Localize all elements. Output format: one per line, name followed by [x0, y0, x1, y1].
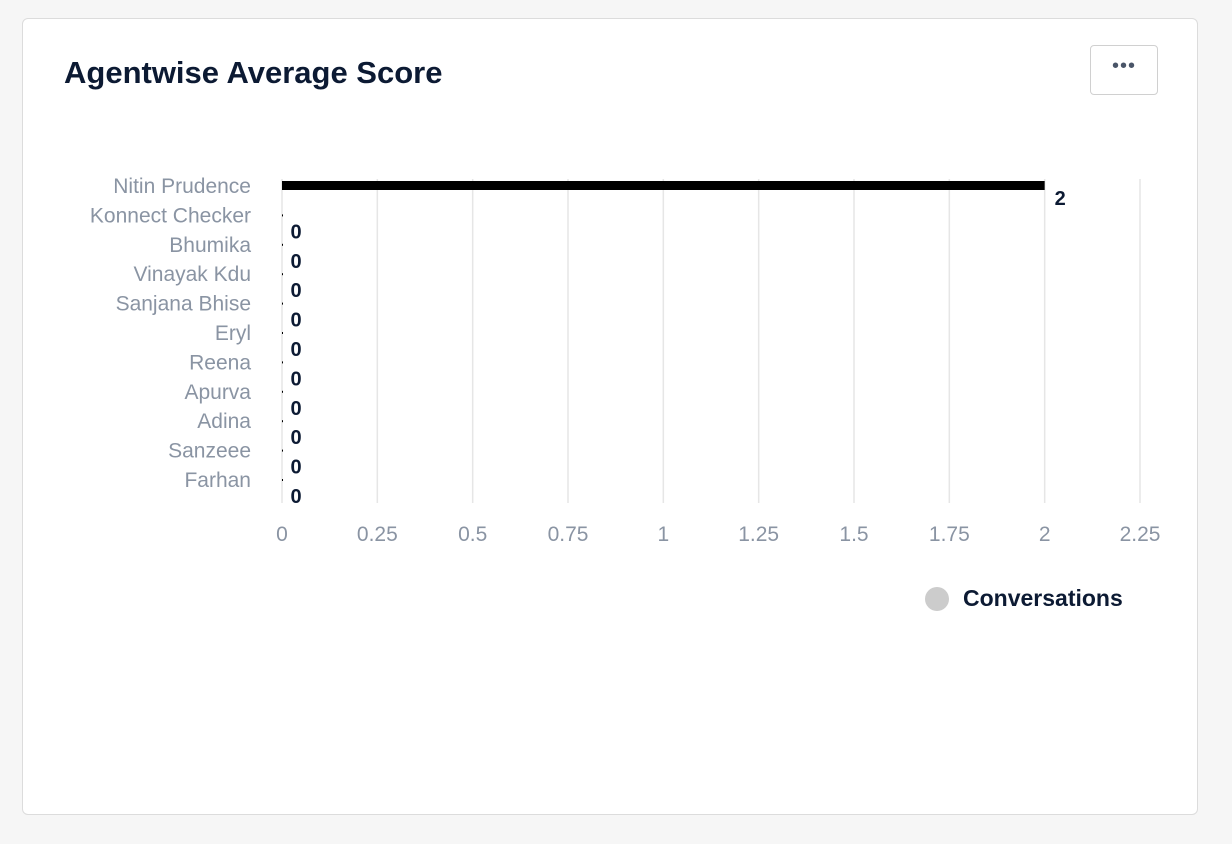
bar-value-label: 0 — [290, 280, 301, 302]
x-tick-label: 2.25 — [1120, 523, 1161, 546]
bar — [282, 361, 283, 364]
x-tick-label: 0 — [276, 523, 288, 546]
x-tick-label: 1 — [657, 523, 669, 546]
bar-value-label: 0 — [290, 398, 301, 420]
y-category-label: Farhan — [184, 469, 251, 492]
bar-value-label: 0 — [290, 427, 301, 449]
x-tick-label: 0.25 — [357, 523, 398, 546]
y-category-label: Konnect Checker — [90, 204, 251, 227]
y-category-label: Apurva — [184, 381, 251, 404]
bar — [282, 332, 283, 334]
bar-value-label: 0 — [290, 457, 301, 479]
card-title: Agentwise Average Score — [64, 55, 443, 90]
bar-value-label: 0 — [290, 368, 301, 390]
x-tick-label: 0.75 — [548, 523, 589, 546]
bar-value-label: 2 — [1055, 188, 1066, 210]
y-category-label: Reena — [189, 351, 251, 374]
bar-chart: 0 0.25 0.5 0.75 1 1.25 1.5 1.75 2 2.25 Nitin Prude… — [90, 175, 1161, 546]
bar — [282, 181, 1045, 190]
x-tick-label: 1.75 — [929, 523, 970, 546]
bar — [282, 420, 283, 423]
bar — [282, 273, 283, 276]
bar-value-label: 0 — [290, 251, 301, 273]
legend-swatch — [925, 586, 949, 611]
chart-card: Agentwise Average Score ••• 0 0.25 0.5 0.75… — [22, 18, 1198, 815]
bar-value-label: 0 — [290, 339, 301, 361]
more-options-button[interactable]: ••• — [1090, 45, 1158, 95]
bar-value-label: 0 — [290, 486, 301, 508]
x-tick-label: 0.5 — [458, 523, 487, 546]
bar-value-label: 0 — [290, 310, 301, 332]
bar — [282, 243, 283, 246]
bar — [282, 449, 283, 452]
ellipsis-icon: ••• — [1111, 55, 1136, 77]
y-category-label: Vinayak Kdu — [133, 263, 251, 286]
chart-legend[interactable]: Conversations — [925, 585, 1123, 612]
legend-label: Conversations — [963, 585, 1123, 611]
bar-value-label: 0 — [290, 221, 301, 243]
bar — [282, 214, 283, 217]
y-category-label: Eryl — [215, 322, 251, 345]
y-category-label: Adina — [197, 410, 251, 433]
bar — [282, 390, 283, 393]
y-category-label: Sanjana Bhise — [116, 293, 251, 316]
x-tick-label: 1.5 — [839, 523, 868, 546]
x-tick-label: 1.25 — [738, 523, 779, 546]
y-category-label: Nitin Prudence — [113, 175, 251, 198]
bar — [282, 479, 283, 481]
x-tick-label: 2 — [1039, 523, 1051, 546]
y-category-label: Sanzeee — [168, 440, 251, 463]
y-category-label: Bhumika — [169, 234, 251, 257]
bar — [282, 302, 283, 305]
